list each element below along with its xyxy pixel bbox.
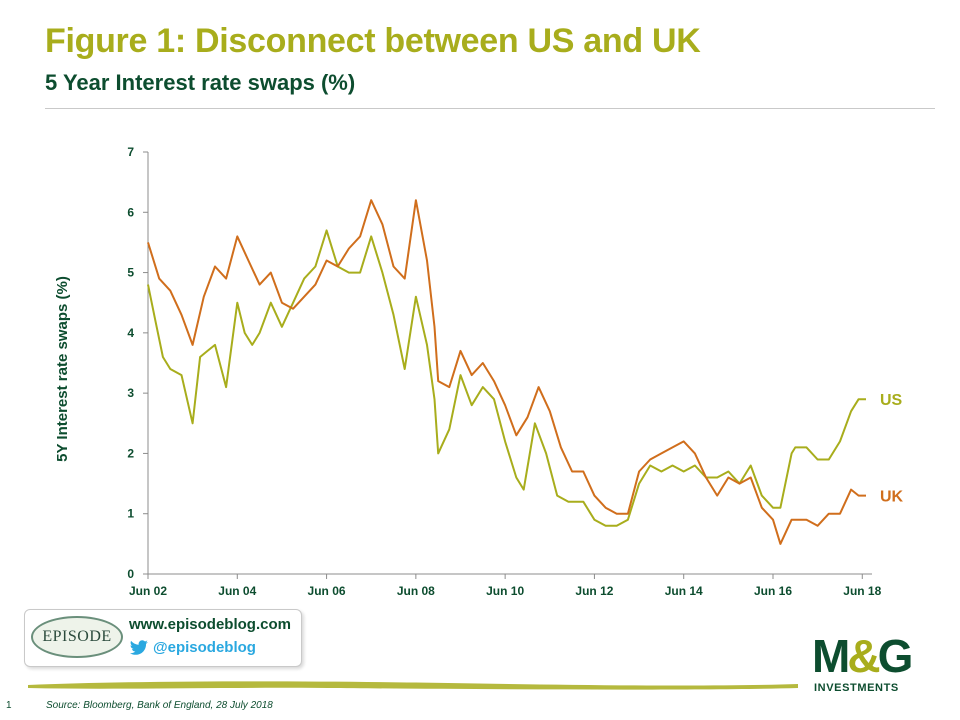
mg-investments-logo: M&G INVESTMENTS: [812, 630, 930, 698]
x-tick-label: Jun 14: [665, 584, 703, 598]
episode-logo-text: EPISODE: [42, 628, 112, 645]
blog-promo-card[interactable]: EPISODE www.episodeblog.com @episodeblog: [24, 609, 302, 667]
x-tick-label: Jun 16: [754, 584, 792, 598]
y-tick-label: 3: [127, 386, 134, 400]
x-tick-label: Jun 12: [575, 584, 613, 598]
mg-logo-ampersand: &: [847, 630, 880, 682]
series-line-uk: [147, 199, 866, 545]
mg-logo-m: M: [812, 630, 850, 682]
mg-logo-mark: M&G: [812, 630, 914, 682]
episode-logo: EPISODE: [31, 616, 123, 658]
page-title: Figure 1: Disconnect between US and UK: [45, 22, 701, 60]
source-note: Source: Bloomberg, Bank of England, 28 J…: [46, 700, 273, 711]
series-label-uk: UK: [880, 489, 904, 506]
y-tick-label: 7: [127, 145, 134, 159]
x-tick-label: Jun 06: [308, 584, 346, 598]
twitter-bird-icon: [129, 640, 148, 655]
x-tick-label: Jun 18: [843, 584, 881, 598]
title-divider: [45, 108, 935, 109]
brush-stroke-divider: [28, 681, 798, 690]
x-tick-label: Jun 08: [397, 584, 435, 598]
y-tick-label: 1: [127, 507, 134, 521]
x-tick-label: Jun 04: [218, 584, 256, 598]
series-label-us: US: [880, 392, 903, 409]
line-chart: 0 1 2 3 4 5 6 7 Jun 02 Jun 04 Jun 06 Jun 08 Jun 10 Ju…: [54, 145, 904, 598]
x-tick-label: Jun 10: [486, 584, 524, 598]
twitter-handle-link[interactable]: @episodeblog: [153, 639, 256, 656]
y-tick-label: 2: [127, 446, 134, 460]
y-axis-title: 5Y Interest rate swaps (%): [54, 276, 71, 462]
y-tick-label: 0: [127, 567, 134, 581]
page-subtitle: 5 Year Interest rate swaps (%): [45, 70, 356, 95]
blog-url-link[interactable]: www.episodeblog.com: [129, 616, 291, 633]
y-tick-label: 6: [127, 205, 134, 219]
x-tick-label: Jun 02: [129, 584, 167, 598]
series-line-us: [147, 229, 866, 527]
page-number: 1: [6, 700, 12, 711]
chart-axes: 0 1 2 3 4 5 6 7 Jun 02 Jun 04 Jun 06 Jun 08 Jun 10 Ju…: [127, 145, 881, 598]
chart-series-layer: US UK: [147, 199, 904, 545]
y-tick-label: 4: [127, 326, 134, 340]
mg-logo-g: G: [877, 630, 914, 682]
y-tick-label: 5: [127, 266, 134, 280]
mg-logo-subtext: INVESTMENTS: [814, 682, 899, 694]
